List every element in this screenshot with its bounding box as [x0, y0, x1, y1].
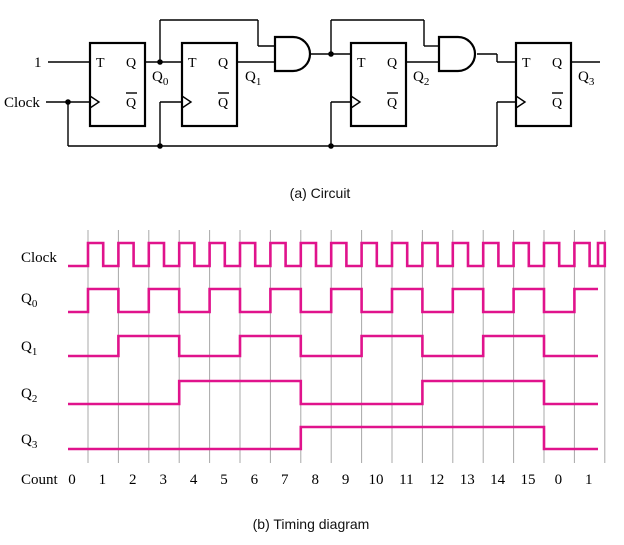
q3-waveform [68, 425, 598, 451]
q3-output-label: Q3 [578, 69, 595, 88]
count-value: 2 [129, 472, 137, 488]
count-value: 4 [190, 472, 198, 488]
ff1-qbar-label: Q [218, 96, 228, 111]
clock-input-label: Clock [4, 95, 40, 111]
count-value: 12 [429, 472, 444, 488]
count-value: 14 [490, 472, 506, 488]
ff2-q-label: Q [387, 56, 397, 71]
signal-label: Clock [21, 250, 57, 266]
count-value: 1 [99, 472, 107, 488]
signal-label: Q3 [21, 432, 38, 451]
ff0-t-label: T [96, 56, 105, 71]
ff0-clock-triangle [89, 95, 101, 109]
q2-output-label: Q2 [413, 69, 429, 88]
count-value: 7 [281, 472, 289, 488]
circuit: 1 Clock [4, 19, 600, 201]
signal-labels: Clock Q0 Q1 Q2 Q3 [21, 250, 57, 451]
q1-waveform [68, 334, 598, 358]
ff0-qbar-label: Q [126, 96, 136, 111]
signal-label: Q2 [21, 386, 37, 405]
ff3-t-label: T [522, 56, 531, 71]
ff3-clock-triangle [515, 95, 527, 109]
count-value: 6 [251, 472, 259, 488]
junction-dots [65, 51, 334, 149]
signal-label: Q1 [21, 339, 37, 358]
and-gate-1 [273, 35, 312, 73]
signal-label: Q0 [21, 291, 38, 310]
q2-waveform [68, 379, 598, 406]
count-value: 0 [555, 472, 563, 488]
ff1-clock-triangle [181, 95, 193, 109]
ff1-t-label: T [188, 56, 197, 71]
and-gate-2 [437, 35, 477, 73]
count-value: 8 [311, 472, 319, 488]
ff1-q-label: Q [218, 56, 228, 71]
ff2-qbar-label: Q [387, 96, 397, 111]
ff2-clock-triangle [350, 95, 362, 109]
q0-waveform [68, 287, 598, 314]
count-value: 13 [460, 472, 475, 488]
q0-output-label: Q0 [152, 69, 169, 88]
count-label: Count [21, 472, 59, 488]
flip-flop-3: T Q Q [514, 41, 573, 128]
ff3-q-label: Q [552, 56, 562, 71]
count-value: 1 [585, 472, 593, 488]
circuit-caption: (a) Circuit [290, 185, 351, 201]
count-value: 10 [369, 472, 384, 488]
circuit-wires [46, 19, 600, 147]
count-value: 15 [521, 472, 536, 488]
q1-output-label: Q1 [245, 69, 261, 88]
clock-waveform [68, 241, 607, 268]
input-one-label: 1 [34, 55, 42, 71]
waveforms [68, 241, 607, 451]
flip-flop-0: T Q Q [88, 41, 147, 128]
ff0-q-label: Q [126, 56, 136, 71]
flip-flop-2: T Q Q [349, 41, 408, 128]
count-value: 11 [399, 472, 413, 488]
count-value: 5 [220, 472, 228, 488]
count-value: 0 [68, 472, 76, 488]
ff2-t-label: T [357, 56, 366, 71]
ff3-qbar-label: Q [552, 96, 562, 111]
timing-caption: (b) Timing diagram [253, 516, 370, 532]
count-values: 0 1 2 3 4 5 6 7 8 9 10 11 12 13 14 15 0 1 [68, 472, 592, 488]
count-value: 3 [159, 472, 167, 488]
count-value: 9 [342, 472, 350, 488]
flip-flop-1: T Q Q [180, 41, 239, 128]
